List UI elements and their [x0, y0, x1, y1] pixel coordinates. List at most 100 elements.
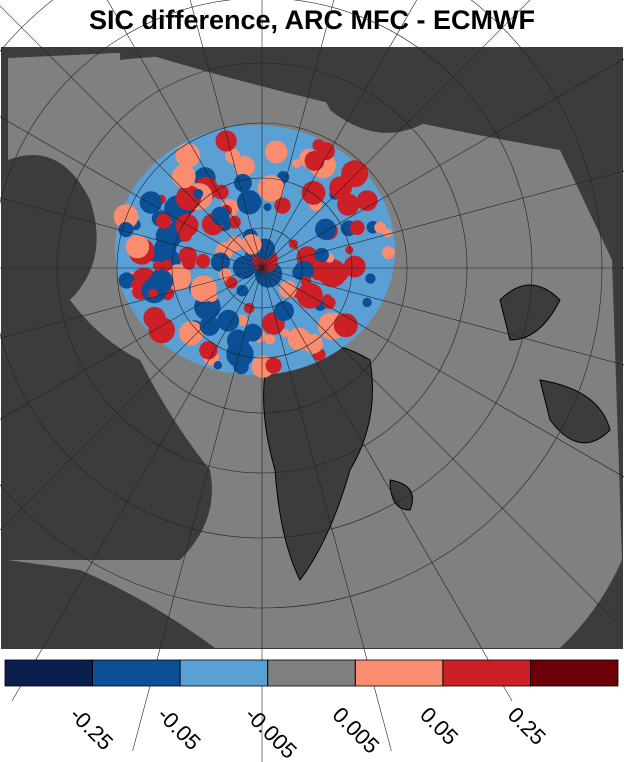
ice-patch — [180, 150, 192, 162]
colorbar-box — [267, 659, 356, 687]
ice-patch — [329, 176, 352, 200]
ice-patch — [179, 321, 204, 346]
ice-patch — [199, 341, 218, 360]
ice-patch — [156, 213, 172, 229]
meridian — [0, 267, 263, 420]
colorbar-tick-label: 0.005 — [328, 702, 385, 759]
ice-patch — [148, 288, 158, 299]
ice-patch — [343, 255, 366, 278]
ice-patch — [333, 313, 358, 338]
colorbar-box — [354, 659, 444, 687]
ice-patch — [374, 221, 386, 234]
land-canada — [8, 155, 212, 560]
meridian — [261, 58, 624, 269]
land-russia — [120, 47, 622, 150]
meridian — [261, 267, 513, 702]
meridian — [261, 0, 531, 269]
ice-patch — [139, 191, 163, 214]
ice-patch — [281, 328, 290, 338]
title: SIC difference, ARC MFC - ECMWF — [89, 5, 535, 35]
ice-patch — [237, 190, 262, 215]
ice-patch — [199, 315, 220, 336]
meridian — [261, 170, 624, 269]
colorbar-box — [530, 659, 619, 687]
ice-patch — [161, 259, 173, 271]
ice-patch — [316, 142, 335, 161]
parallel — [171, 177, 353, 359]
colorbar-box — [4, 659, 93, 687]
colorbar-box — [92, 659, 181, 687]
ice-patch — [233, 359, 249, 375]
meridian — [261, 0, 335, 269]
ice-patch — [274, 197, 291, 214]
ice-patch — [226, 329, 250, 352]
colorbar-tick-label: 0.25 — [503, 702, 551, 750]
meridian — [11, 267, 263, 702]
meridian — [0, 197, 263, 269]
ice-patch — [225, 277, 238, 289]
ice-patch — [113, 204, 139, 229]
land-islands — [389, 284, 611, 511]
colorbar-box — [442, 659, 531, 687]
ice-patch — [349, 220, 365, 236]
ice-patch — [143, 306, 166, 329]
ice-patch — [382, 246, 395, 260]
ice-patch — [193, 188, 204, 199]
ice-patch — [175, 213, 199, 237]
ice-patch — [206, 290, 218, 302]
ice-patch — [337, 193, 360, 216]
meridian — [261, 267, 616, 622]
colorbar-box — [179, 659, 269, 687]
ice-patch — [362, 297, 372, 308]
ice-patch — [273, 300, 294, 321]
meridian — [261, 267, 624, 366]
parallel — [221, 227, 303, 309]
ice-patch — [152, 260, 163, 271]
colorbar-tick-label: -0.005 — [240, 702, 302, 762]
ice-patch — [149, 269, 174, 293]
ice-patch — [130, 279, 141, 290]
ice-patch — [213, 361, 223, 370]
ice-patch — [264, 334, 276, 345]
ice-patch — [171, 164, 196, 189]
ice-patch — [241, 234, 262, 255]
ice-patch — [314, 218, 337, 240]
meridian — [0, 267, 263, 339]
meridian — [106, 0, 263, 269]
ice-patch — [265, 357, 282, 374]
ice-patch — [234, 173, 252, 192]
ice-patch — [264, 140, 288, 164]
ice-patch — [210, 252, 231, 272]
ice-patch — [292, 159, 302, 169]
ice-patch — [182, 256, 196, 270]
meridian — [0, 267, 263, 531]
ice-patch — [236, 284, 249, 297]
ice-patch — [195, 253, 211, 269]
parallel — [0, 0, 533, 539]
ice-patch — [125, 234, 150, 259]
meridian — [189, 0, 263, 269]
ice-patch — [309, 261, 329, 281]
ice-patch — [213, 184, 229, 200]
meridian — [261, 267, 624, 478]
ice-patch — [322, 294, 333, 304]
meridian — [0, 116, 263, 269]
ice-patch — [356, 190, 378, 212]
ice-patch — [345, 246, 354, 255]
colorbar-tick-label: -0.05 — [152, 702, 205, 755]
ice-patch — [263, 203, 272, 212]
ice-patch — [365, 273, 376, 284]
ice-patch — [217, 309, 240, 332]
ice-patch — [250, 328, 262, 339]
land-greenland — [263, 341, 373, 581]
ice-patch — [314, 247, 329, 263]
meridian — [261, 0, 418, 269]
parallel — [56, 62, 468, 474]
colorbar-tick-label: -0.25 — [65, 702, 118, 755]
colorbar-tick-label: 0.05 — [415, 702, 463, 750]
ice-patch — [234, 156, 255, 177]
ice-patch — [210, 206, 230, 226]
